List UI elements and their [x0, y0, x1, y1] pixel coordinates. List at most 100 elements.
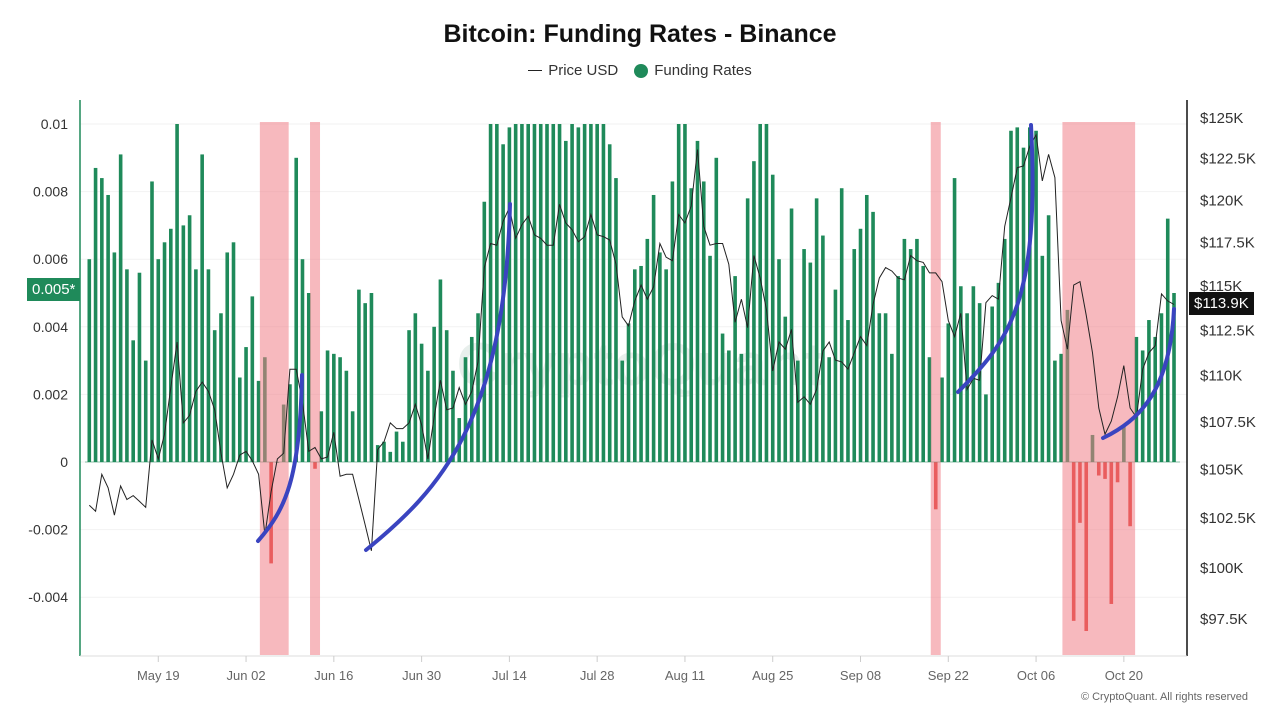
highlighted-period: [259, 122, 289, 655]
funding-rate-bar: [582, 124, 587, 462]
funding-rate-bar: [739, 353, 744, 462]
funding-rate-bar: [150, 181, 154, 462]
funding-rate-bar: [683, 124, 687, 462]
funding-rate-bar: [551, 124, 556, 462]
funding-rate-bar: [695, 140, 700, 462]
right-axis-tick-label: $100K: [1200, 560, 1243, 577]
right-axis-tick-label: $107.5K: [1200, 414, 1256, 431]
funding-rate-bar: [194, 269, 198, 462]
funding-rate-bar: [438, 279, 443, 462]
annotation-curve: [256, 373, 304, 543]
funding-rate-bar: [651, 194, 656, 463]
funding-rate-bar: [350, 411, 355, 462]
funding-rate-bar: [520, 124, 524, 462]
funding-rate-bar: [908, 249, 913, 462]
funding-rate-bar: [507, 127, 512, 462]
funding-rate-bar: [357, 289, 361, 462]
right-axis-tick-label: $102.5K: [1200, 510, 1256, 527]
chart-title: Bitcoin: Funding Rates - Binance: [443, 20, 837, 48]
funding-rate-bar: [200, 154, 204, 463]
left-axis-tick-label: 0.008: [33, 184, 68, 200]
funding-rate-bar: [369, 293, 374, 462]
funding-rate-bar: [589, 124, 593, 462]
funding-rate-bar: [401, 441, 405, 462]
funding-rate-bar: [463, 357, 468, 462]
price-marker: $113.9K: [1189, 292, 1254, 315]
funding-rate-bar: [802, 249, 806, 462]
highlighted-period: [930, 122, 941, 655]
funding-rate-bar: [658, 252, 662, 462]
funding-rate-bar: [770, 174, 775, 462]
funding-rate-bar: [332, 353, 336, 462]
hand-drawn-annotations: [256, 123, 1176, 552]
funding-rate-bar: [118, 154, 123, 463]
funding-rate-bar: [225, 252, 230, 462]
funding-rate-bar: [237, 377, 242, 462]
funding-rate-bar: [394, 431, 399, 462]
funding-rate-bar: [852, 249, 857, 462]
funding-rate-bar: [526, 124, 530, 462]
funding-rate-bar: [814, 198, 819, 463]
funding-rate-bar: [827, 357, 831, 462]
funding-rate-bar: [250, 296, 255, 462]
funding-rate-bar: [1034, 130, 1038, 462]
funding-rate-bar: [959, 286, 963, 462]
right-axis-tick-label: $97.5K: [1200, 611, 1248, 628]
legend-item-funding[interactable]: Funding Rates: [634, 62, 752, 79]
funding-rate-bar: [488, 124, 493, 462]
funding-rate-bar: [1002, 238, 1007, 462]
legend-label: Price USD: [548, 62, 619, 79]
x-axis-tick-label: Aug 11: [665, 668, 705, 683]
funding-rate-bar: [576, 127, 581, 462]
funding-rate-bar: [363, 303, 367, 462]
funding-rate-bar: [156, 259, 161, 462]
funding-rate-bar: [620, 360, 625, 462]
funding-rate-bar: [100, 178, 104, 462]
funding-rate-bar: [131, 340, 135, 462]
dot-swatch-icon: [634, 63, 649, 78]
funding-rate-bar: [984, 394, 988, 462]
funding-rate-bar: [664, 269, 668, 462]
legend-item-price[interactable]: Price USD: [528, 62, 618, 79]
funding-rate-bar: [595, 124, 599, 462]
funding-rate-bar: [545, 124, 549, 462]
funding-rate-bar: [871, 211, 875, 462]
x-axis-tick-label: Jun 30: [402, 668, 441, 683]
funding-rate-bar: [890, 353, 894, 462]
funding-rate-bar: [419, 343, 424, 462]
annotation-curve: [956, 123, 1035, 394]
left-axis-tick-label: 0.01: [41, 116, 68, 132]
funding-rate-bar: [495, 124, 499, 462]
funding-rate-bar: [187, 215, 192, 462]
funding-rate-bar: [137, 272, 142, 462]
funding-rate-bar: [1009, 130, 1013, 462]
funding-rate-bar: [1053, 360, 1057, 462]
funding-rate-bar: [990, 306, 994, 462]
funding-rate-bar: [219, 313, 223, 462]
funding-rate-bar: [927, 357, 932, 462]
right-axis-tick-label: $110K: [1200, 368, 1242, 385]
funding-rate-bar: [720, 333, 725, 462]
funding-rate-bar: [727, 350, 731, 462]
left-axis-tick-label: 0: [60, 454, 68, 470]
funding-rate-bar: [325, 350, 330, 462]
funding-rate-bar: [864, 194, 869, 463]
x-axis-tick-label: Sep 08: [840, 668, 881, 683]
funding-rate-bar: [796, 360, 800, 462]
funding-rate-bar: [175, 124, 179, 462]
funding-rate-bar: [407, 330, 411, 462]
funding-rate-bar: [538, 124, 543, 462]
right-axis-tick-label: $125K: [1200, 110, 1243, 127]
funding-rate-bar: [758, 124, 762, 462]
funding-rate-bar: [846, 320, 850, 462]
funding-rate-bar: [1046, 215, 1051, 462]
funding-rate-bar: [457, 418, 462, 462]
left-axis-tick-label: 0.004: [33, 319, 68, 335]
funding-rate-bar: [143, 360, 148, 462]
left-axis-tick-label: 0.006: [33, 251, 68, 267]
funding-rate-bar: [413, 313, 418, 462]
funding-rate-bar: [1153, 336, 1157, 462]
funding-rate-bar: [564, 140, 568, 462]
funding-rate-bar: [839, 188, 844, 462]
funding-rate-bar: [244, 347, 248, 462]
